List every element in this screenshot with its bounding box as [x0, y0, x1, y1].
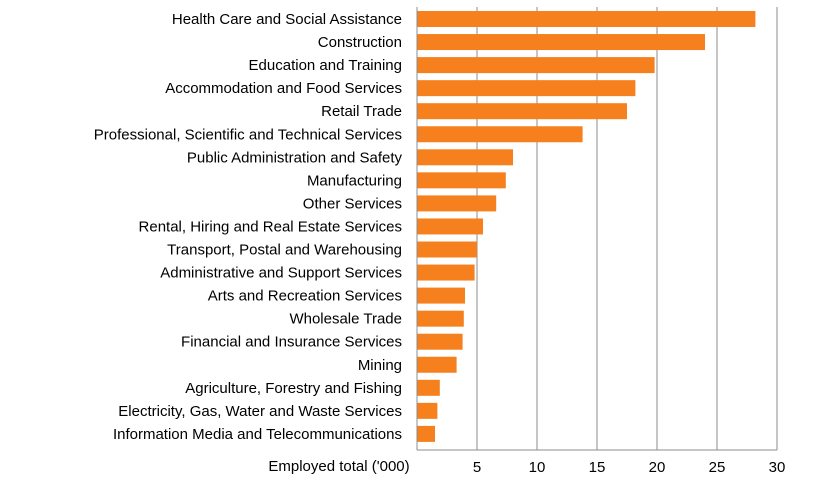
- category-label-0: Health Care and Social Assistance: [172, 11, 402, 28]
- bar-7: [417, 172, 506, 189]
- category-label-17: Electricity, Gas, Water and Waste Servic…: [118, 403, 402, 420]
- bar-16: [417, 379, 440, 396]
- value-axis: [416, 7, 777, 451]
- category-label-9: Rental, Hiring and Real Estate Services: [139, 218, 402, 235]
- category-label-13: Wholesale Trade: [289, 311, 402, 328]
- bar-14: [417, 333, 463, 350]
- bar-3: [417, 80, 636, 97]
- tick-label-30: 30: [769, 459, 786, 476]
- bar-18: [417, 425, 435, 442]
- category-label-11: Administrative and Support Services: [160, 265, 402, 282]
- category-label-8: Other Services: [303, 195, 402, 212]
- category-label-15: Mining: [358, 357, 402, 374]
- category-label-12: Arts and Recreation Services: [208, 288, 402, 305]
- tick-label-25: 25: [709, 459, 726, 476]
- bar-15: [417, 356, 457, 373]
- category-label-5: Professional, Scientific and Technical S…: [94, 126, 402, 143]
- bar-6: [417, 149, 513, 166]
- category-label-14: Financial and Insurance Services: [181, 334, 402, 351]
- bar-9: [417, 218, 483, 235]
- bar-5: [417, 126, 583, 143]
- bar-0: [417, 11, 756, 27]
- category-label-18: Information Media and Telecommunications: [113, 426, 402, 443]
- category-label-16: Agriculture, Forestry and Fishing: [185, 380, 402, 397]
- bars: [417, 11, 756, 442]
- category-label-7: Manufacturing: [307, 172, 402, 189]
- tick-label-5: 5: [473, 459, 481, 476]
- tick-labels: 5 10 15 20 25 30: [473, 459, 786, 476]
- category-label-2: Education and Training: [249, 57, 402, 74]
- category-labels: Health Care and Social Assistance Constru…: [94, 11, 403, 443]
- bar-1: [417, 34, 705, 51]
- tick-label-20: 20: [649, 459, 666, 476]
- bar-4: [417, 103, 627, 120]
- tick-label-15: 15: [589, 459, 606, 476]
- bar-12: [417, 287, 465, 304]
- bar-10: [417, 241, 477, 258]
- bar-11: [417, 264, 475, 281]
- bar-8: [417, 195, 497, 212]
- category-label-10: Transport, Postal and Warehousing: [167, 242, 402, 259]
- category-label-4: Retail Trade: [321, 103, 402, 120]
- category-label-3: Accommodation and Food Services: [165, 80, 402, 97]
- category-label-6: Public Administration and Safety: [187, 149, 403, 166]
- x-axis-title: Employed total ('000): [268, 458, 409, 475]
- bar-2: [417, 57, 655, 74]
- category-label-1: Construction: [318, 34, 402, 51]
- bar-17: [417, 402, 438, 419]
- tick-label-10: 10: [529, 459, 546, 476]
- bar-13: [417, 310, 464, 327]
- gridlines: [476, 7, 778, 450]
